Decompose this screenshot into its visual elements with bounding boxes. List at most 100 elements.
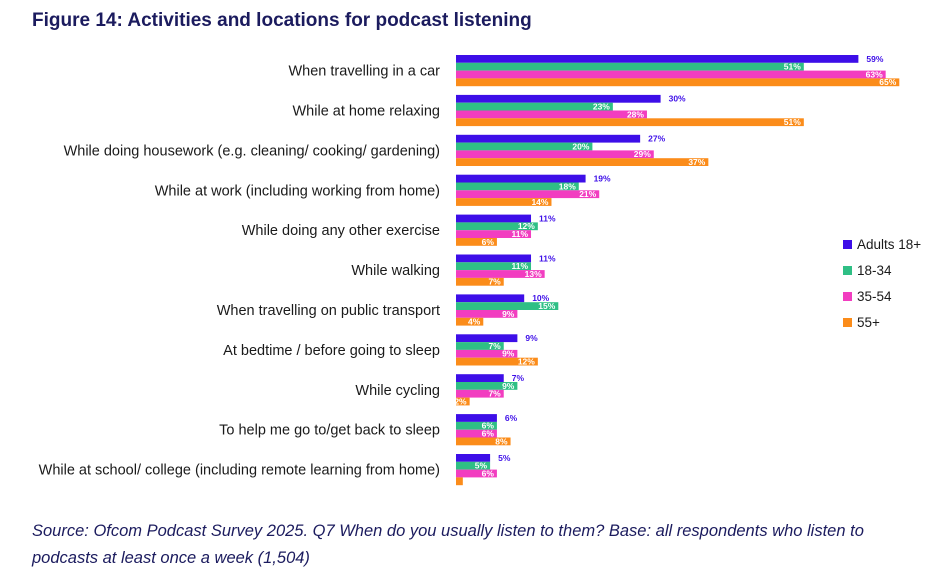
bar-35-54 xyxy=(456,389,504,398)
bar-35-54 xyxy=(456,349,518,358)
bar-adults-18 xyxy=(456,374,504,382)
legend: Adults 18+ 18-34 35-54 55+ xyxy=(843,231,921,335)
category-label: While cycling xyxy=(355,383,440,399)
bar-55 xyxy=(456,477,463,486)
bar-adults-18 xyxy=(456,134,641,143)
bar-55 xyxy=(456,78,900,87)
bar-adults-18 xyxy=(456,414,497,422)
category-label: While at school/ college (including remo… xyxy=(39,463,440,479)
value-label: 51% xyxy=(784,62,801,72)
value-label: 4% xyxy=(468,317,481,327)
value-label: 11% xyxy=(511,261,528,271)
bar-35-54 xyxy=(456,429,497,438)
value-label: 2% xyxy=(454,396,467,406)
bar-adults-18 xyxy=(456,94,661,103)
legend-label: 55+ xyxy=(857,314,880,330)
value-label: 23% xyxy=(593,102,610,112)
bar-55 xyxy=(456,277,504,286)
legend-label: 18-34 xyxy=(857,262,892,278)
value-label: 6% xyxy=(482,429,495,439)
legend-swatch xyxy=(843,239,852,249)
category-label: When travelling in a car xyxy=(288,64,440,80)
bar-35-54 xyxy=(456,190,600,199)
bar-adults-18 xyxy=(456,454,491,462)
legend-item-18-34: 18-34 xyxy=(843,257,921,283)
bar-55 xyxy=(456,317,484,326)
value-label: 28% xyxy=(627,109,644,119)
value-label: 8% xyxy=(495,436,508,446)
value-label: 6% xyxy=(482,421,495,431)
value-label: 7% xyxy=(512,373,525,383)
value-label: 9% xyxy=(525,333,538,343)
chart-title: Figure 14: Activities and locations for … xyxy=(32,10,532,31)
category-label: While doing any other exercise xyxy=(242,223,440,239)
bar-adults-18 xyxy=(456,294,525,303)
value-label: 9% xyxy=(502,309,515,319)
legend-item-55-plus: 55+ xyxy=(843,309,921,335)
value-label: 11% xyxy=(539,253,556,263)
value-label: 11% xyxy=(539,213,556,223)
bar-18-34 xyxy=(456,102,613,111)
bar-18-34 xyxy=(456,222,538,231)
value-label: 5% xyxy=(475,461,488,471)
bar-18-34 xyxy=(456,62,804,71)
legend-swatch xyxy=(843,291,852,301)
value-label: 13% xyxy=(525,269,542,279)
value-label: 65% xyxy=(879,77,896,87)
category-label: At bedtime / before going to sleep xyxy=(223,343,440,359)
bar-adults-18 xyxy=(456,254,532,263)
legend-item-adults-18-plus: Adults 18+ xyxy=(843,231,921,257)
bar-18-34 xyxy=(456,182,579,191)
value-label: 18% xyxy=(559,181,576,191)
bar-55 xyxy=(456,158,709,166)
value-label: 6% xyxy=(505,413,518,423)
bar-18-34 xyxy=(456,142,593,151)
value-label: 7% xyxy=(488,341,501,351)
bar-55 xyxy=(456,198,552,206)
bar-18-34 xyxy=(456,461,491,470)
value-label: 29% xyxy=(634,149,651,159)
category-label: While doing housework (e.g. cleaning/ co… xyxy=(64,143,440,159)
bar-18-34 xyxy=(456,262,532,271)
value-label: 6% xyxy=(482,237,495,247)
value-label: 12% xyxy=(518,357,535,367)
bar-adults-18 xyxy=(456,214,532,223)
bar-18-34 xyxy=(456,302,559,310)
bar-35-54 xyxy=(456,110,647,119)
bar-35-54 xyxy=(456,70,886,79)
bar-35-54 xyxy=(456,469,497,478)
value-label: 9% xyxy=(502,381,515,391)
bar-55 xyxy=(456,437,511,446)
category-label: While walking xyxy=(351,263,440,279)
value-label: 59% xyxy=(866,54,883,64)
bar-18-34 xyxy=(456,342,504,350)
value-label: 51% xyxy=(784,117,801,127)
bar-35-54 xyxy=(456,270,545,278)
category-label: When travelling on public transport xyxy=(217,303,440,319)
bar-35-54 xyxy=(456,230,532,238)
bar-35-54 xyxy=(456,310,518,318)
value-label: 30% xyxy=(669,94,686,104)
bar-55 xyxy=(456,118,804,127)
value-label: 12% xyxy=(518,221,535,231)
value-label: 63% xyxy=(866,69,883,79)
legend-swatch xyxy=(843,317,852,327)
bar-18-34 xyxy=(456,382,518,390)
value-label: 7% xyxy=(488,277,501,287)
category-label: While at work (including working from ho… xyxy=(155,183,440,199)
source-note: Source: Ofcom Podcast Survey 2025. Q7 Wh… xyxy=(32,522,864,567)
legend-label: 35-54 xyxy=(857,288,892,304)
value-label: 9% xyxy=(502,349,515,359)
value-label: 19% xyxy=(594,174,611,184)
bar-adults-18 xyxy=(456,174,586,183)
legend-label: Adults 18+ xyxy=(857,236,922,252)
value-label: 6% xyxy=(482,468,495,478)
value-label: 15% xyxy=(538,301,555,311)
value-label: 5% xyxy=(498,453,511,463)
value-label: 20% xyxy=(572,141,589,151)
category-label: To help me go to/get back to sleep xyxy=(219,423,440,439)
bar-55 xyxy=(456,397,470,406)
bar-55 xyxy=(456,357,538,366)
value-label: 10% xyxy=(532,293,549,303)
